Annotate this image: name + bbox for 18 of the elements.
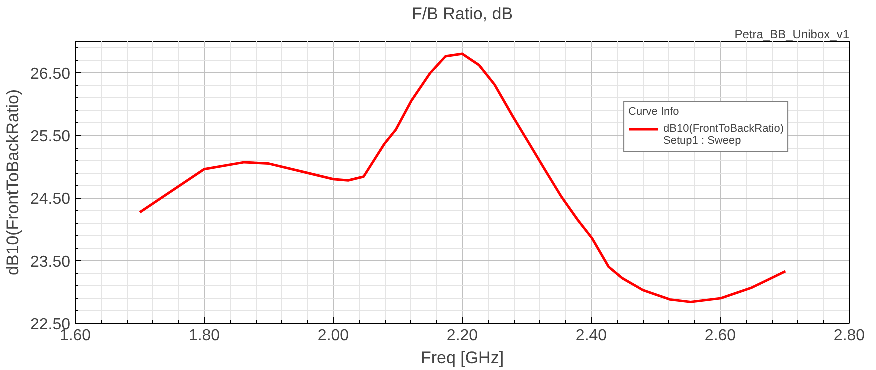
y-axis-title: dB10(FrontToBackRatio): [3, 89, 22, 276]
y-tick-label: 24.50: [30, 191, 71, 208]
annotation: Petra_BB_Unibox_v1: [734, 28, 850, 42]
x-tick-label: 2.60: [704, 328, 736, 344]
x-tick-label: 2.20: [446, 328, 478, 344]
legend-title: Curve Info: [628, 106, 680, 118]
annotation: Setup1 : Sweep: [664, 135, 742, 147]
x-tick-label: 2.00: [318, 328, 350, 344]
y-tick-label: 23.50: [30, 254, 71, 271]
chart-title: F/B Ratio, dB: [412, 4, 514, 24]
legend-label: dB10(FrontToBackRatio): [664, 123, 784, 135]
x-tick-label: 2.40: [576, 328, 608, 344]
x-tick-label: 1.80: [188, 328, 220, 344]
x-axis-title: Freq [GHz]: [420, 348, 504, 368]
y-tick-label: 26.50: [30, 66, 71, 83]
x-tick-label: 2.80: [834, 328, 866, 344]
y-tick-label: 25.50: [30, 128, 71, 146]
line-series: [138, 52, 787, 304]
